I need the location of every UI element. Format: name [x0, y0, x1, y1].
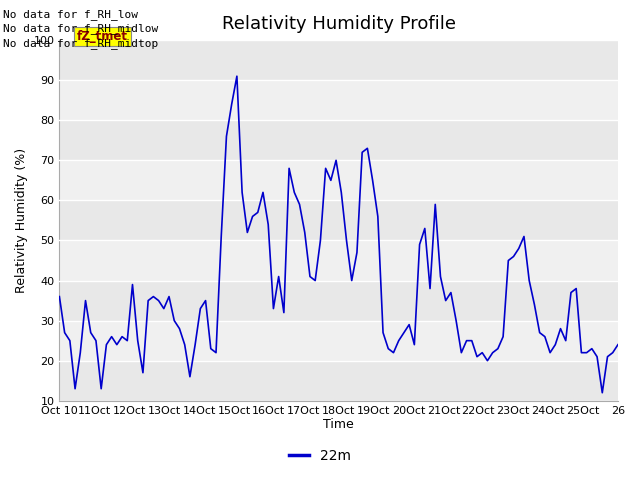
Text: No data for f_RH_midtop: No data for f_RH_midtop — [3, 37, 159, 48]
Bar — [60, 120, 618, 160]
Text: fZ_tmet: fZ_tmet — [77, 30, 128, 43]
Text: No data for f_RH_low: No data for f_RH_low — [3, 9, 138, 20]
Bar — [60, 201, 618, 240]
Bar — [60, 40, 618, 80]
Bar — [60, 360, 618, 401]
Bar — [60, 240, 618, 280]
X-axis label: Time: Time — [323, 419, 354, 432]
Legend: 22m: 22m — [283, 443, 357, 468]
Y-axis label: Relativity Humidity (%): Relativity Humidity (%) — [15, 148, 28, 293]
Title: Relativity Humidity Profile: Relativity Humidity Profile — [221, 15, 456, 33]
Bar — [60, 160, 618, 201]
Bar — [60, 280, 618, 321]
Bar — [60, 321, 618, 360]
Bar — [60, 80, 618, 120]
Text: No data for f_RH_midlow: No data for f_RH_midlow — [3, 23, 159, 34]
